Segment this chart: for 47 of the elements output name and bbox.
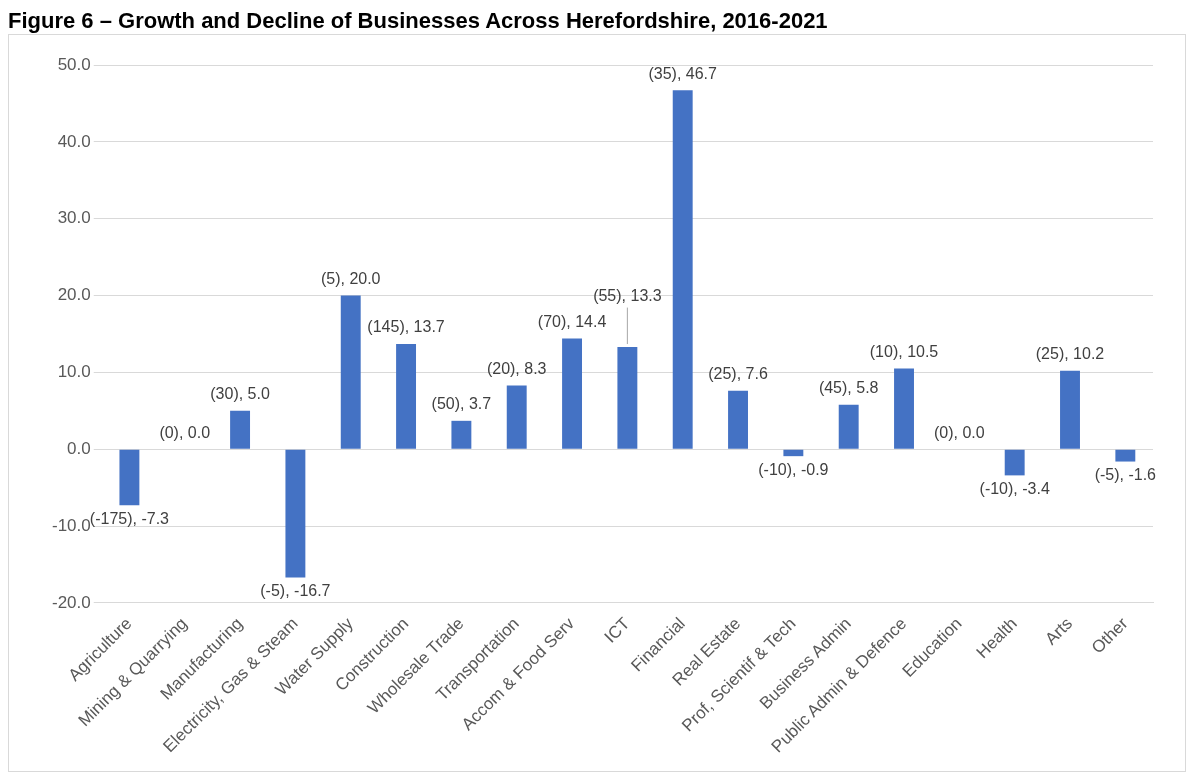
bar	[1060, 370, 1080, 449]
data-label: (45), 5.8	[818, 379, 879, 397]
data-label: (70), 14.4	[537, 312, 607, 330]
data-label: (10), 10.5	[869, 342, 939, 360]
bar	[285, 449, 306, 578]
bar	[672, 90, 693, 449]
x-tick-label: Arts	[1041, 613, 1077, 649]
bar	[119, 449, 140, 506]
bar	[506, 385, 527, 449]
y-tick-label: 30.0	[57, 208, 91, 228]
bar	[728, 390, 748, 449]
data-label: (25), 7.6	[708, 365, 768, 383]
bar	[894, 368, 914, 449]
data-label: (-10), -0.9	[758, 460, 829, 478]
data-label: (-10), -3.4	[979, 479, 1050, 497]
y-tick-label: 0.0	[67, 438, 91, 458]
data-label: (145), 13.7	[367, 318, 445, 336]
bar	[617, 347, 638, 449]
bar	[1004, 449, 1025, 476]
data-label: (20), 8.3	[486, 359, 547, 377]
y-tick-label: -20.0	[52, 592, 91, 612]
data-label: (0), 0.0	[159, 423, 211, 441]
bar	[396, 343, 417, 449]
bar	[562, 338, 582, 449]
data-label: (-5), -16.7	[260, 582, 331, 599]
chart-title: Figure 6 – Growth and Decline of Businesses Across Herefordshire, 2016-2021	[8, 8, 829, 34]
bar	[230, 410, 251, 449]
data-label: (5), 20.0	[320, 269, 381, 287]
data-label: (0), 0.0	[934, 423, 985, 441]
data-label: (35), 46.7	[648, 64, 718, 82]
y-tick-label: 20.0	[57, 285, 91, 305]
data-label: (-5), -1.6	[1094, 465, 1157, 483]
data-label: (25), 10.2	[1035, 345, 1105, 363]
y-tick-label: -10.0	[52, 515, 91, 535]
bar	[451, 420, 472, 449]
data-label: (-175), -7.3	[89, 509, 170, 527]
bar	[340, 295, 361, 449]
y-tick-label: 10.0	[57, 362, 91, 382]
y-tick-label: 50.0	[57, 54, 91, 74]
y-tick-label: 40.0	[57, 131, 91, 151]
data-label: (50), 3.7	[431, 395, 492, 413]
data-label: (30), 5.0	[210, 385, 270, 403]
bar	[1115, 449, 1136, 462]
bar	[783, 449, 804, 457]
x-tick-label: ICT	[600, 613, 634, 647]
bar	[838, 404, 859, 449]
data-label: (55), 13.3	[593, 286, 662, 304]
